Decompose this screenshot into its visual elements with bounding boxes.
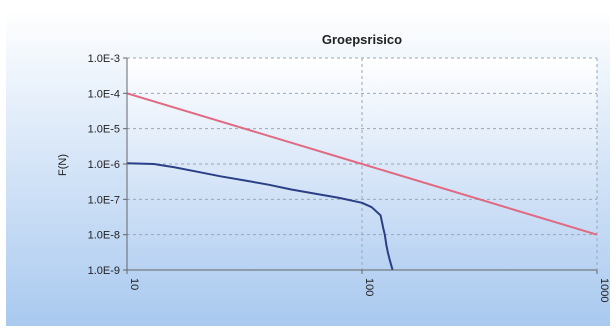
x-tick-label: 1000 — [598, 278, 610, 302]
x-tick-label: 10 — [128, 278, 140, 290]
y-tick-label: 1.0E-3 — [88, 53, 120, 65]
series-line-blue — [126, 162, 394, 271]
y-tick-label: 1.0E-8 — [88, 230, 120, 242]
y-tick-label: 1.0E-4 — [88, 88, 120, 100]
chart-title: Groepsrisico — [322, 32, 402, 47]
series-line-red — [126, 92, 598, 236]
y-tick-label: 1.0E-7 — [88, 194, 120, 206]
y-axis-label: F(N) — [57, 154, 69, 176]
x-tick-labels: 10 100 1000 — [126, 270, 610, 302]
series-lines — [126, 92, 598, 271]
y-tick-label: 1.0E-6 — [88, 159, 120, 171]
x-tick-label: 100 — [363, 278, 375, 296]
y-tick-labels: 1.0E-3 1.0E-4 1.0E-5 1.0E-6 1.0E-7 1.0E-8 1.0E… — [88, 53, 127, 277]
y-tick-label: 1.0E-9 — [88, 265, 120, 277]
y-tick-label: 1.0E-5 — [88, 124, 120, 136]
